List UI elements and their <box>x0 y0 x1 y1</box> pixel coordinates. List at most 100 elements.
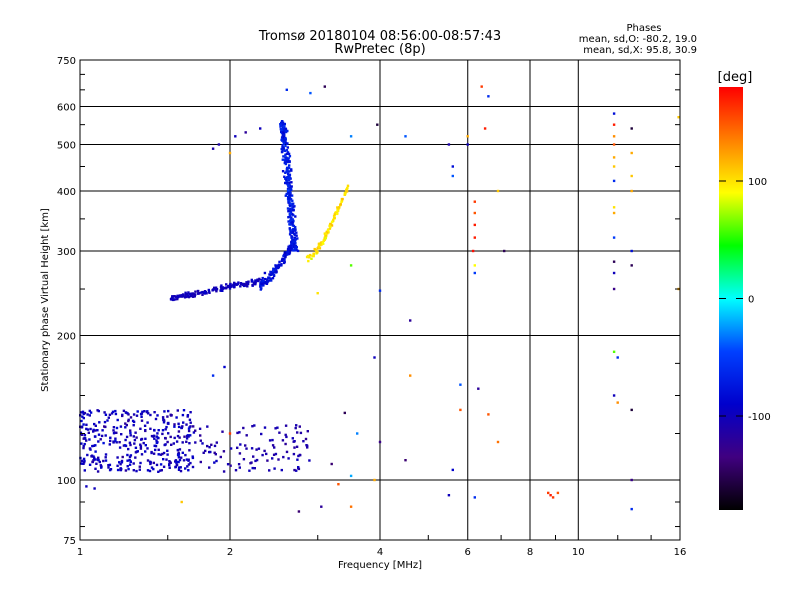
data-point <box>145 410 149 414</box>
data-point <box>451 165 454 168</box>
data-point <box>83 442 86 446</box>
y-tick-label: 200 <box>57 332 76 343</box>
data-point <box>376 123 379 126</box>
data-point <box>99 438 102 441</box>
data-point <box>92 459 95 462</box>
data-point <box>166 440 169 444</box>
data-point <box>161 416 165 419</box>
data-point <box>228 432 232 435</box>
data-point <box>263 449 266 453</box>
chart-title: Tromsø 20180104 08:56:00-08:57:43 <box>258 29 501 44</box>
data-point <box>114 437 117 440</box>
data-point <box>112 432 116 435</box>
data-point <box>79 432 83 436</box>
data-point <box>287 216 290 219</box>
data-point <box>264 277 267 281</box>
data-point <box>192 295 195 298</box>
phase-heading: Phases <box>626 23 661 34</box>
data-point <box>175 463 179 467</box>
data-point <box>612 112 616 115</box>
data-point <box>201 442 204 445</box>
data-point <box>284 153 287 156</box>
data-points <box>79 85 680 513</box>
data-point <box>282 140 285 143</box>
data-point <box>83 459 86 463</box>
data-point <box>186 414 190 417</box>
data-point <box>237 463 241 466</box>
data-point <box>162 465 166 468</box>
data-point <box>288 173 292 176</box>
data-point <box>612 206 616 209</box>
data-point <box>172 442 175 445</box>
data-point <box>186 292 189 296</box>
data-point <box>612 135 616 138</box>
data-point <box>98 460 101 464</box>
data-point <box>294 238 298 241</box>
data-point <box>281 257 284 260</box>
data-point <box>182 409 186 412</box>
data-point <box>86 453 89 457</box>
data-point <box>169 435 172 439</box>
data-point <box>282 138 285 141</box>
data-point <box>289 246 293 250</box>
data-point <box>163 410 166 413</box>
data-point <box>336 206 339 209</box>
data-point <box>92 430 95 433</box>
data-point <box>291 224 295 227</box>
data-point <box>192 293 195 296</box>
data-point <box>97 459 100 462</box>
data-point <box>287 191 290 195</box>
data-point <box>177 451 180 454</box>
data-point <box>159 469 162 472</box>
data-point <box>182 459 186 462</box>
data-point <box>286 248 290 252</box>
data-point <box>335 212 339 216</box>
data-point <box>283 175 286 178</box>
data-point <box>251 466 254 470</box>
data-point <box>135 436 138 439</box>
data-point <box>159 463 163 466</box>
data-point <box>139 447 143 450</box>
phase-stats-x: mean, sd,X: 95.8, 30.9 <box>583 45 697 56</box>
data-point <box>156 432 159 435</box>
data-point <box>85 423 88 426</box>
data-point <box>288 164 291 167</box>
data-point <box>80 459 84 462</box>
data-point <box>170 443 173 446</box>
data-point <box>129 434 132 437</box>
data-point <box>349 135 353 138</box>
data-point <box>616 356 619 359</box>
data-point <box>80 433 84 436</box>
data-point <box>275 270 278 273</box>
data-point <box>289 229 292 232</box>
data-point <box>136 450 139 453</box>
axis-ticks: 1 2 4 6 8 10 16 75 100 200 300 400 500 600 750 <box>57 56 686 558</box>
data-point <box>94 429 97 432</box>
data-point <box>271 444 275 447</box>
data-point <box>473 211 476 215</box>
data-point <box>284 176 287 180</box>
data-point <box>319 241 323 244</box>
data-point <box>115 431 118 434</box>
data-point <box>297 510 301 513</box>
data-point <box>150 466 154 469</box>
data-point <box>112 426 116 429</box>
data-point <box>139 461 142 465</box>
data-point <box>283 149 287 152</box>
data-point <box>261 453 264 457</box>
data-point <box>125 435 129 439</box>
data-point <box>84 437 87 440</box>
data-point <box>612 156 616 159</box>
data-point <box>295 469 298 472</box>
data-point <box>280 150 284 154</box>
data-point <box>337 483 340 486</box>
data-point <box>116 418 119 422</box>
data-point <box>177 456 181 459</box>
data-point <box>282 455 285 459</box>
data-point <box>630 174 633 178</box>
data-point <box>297 467 301 471</box>
data-point <box>196 289 200 293</box>
data-point <box>288 191 291 194</box>
data-point <box>93 487 96 490</box>
